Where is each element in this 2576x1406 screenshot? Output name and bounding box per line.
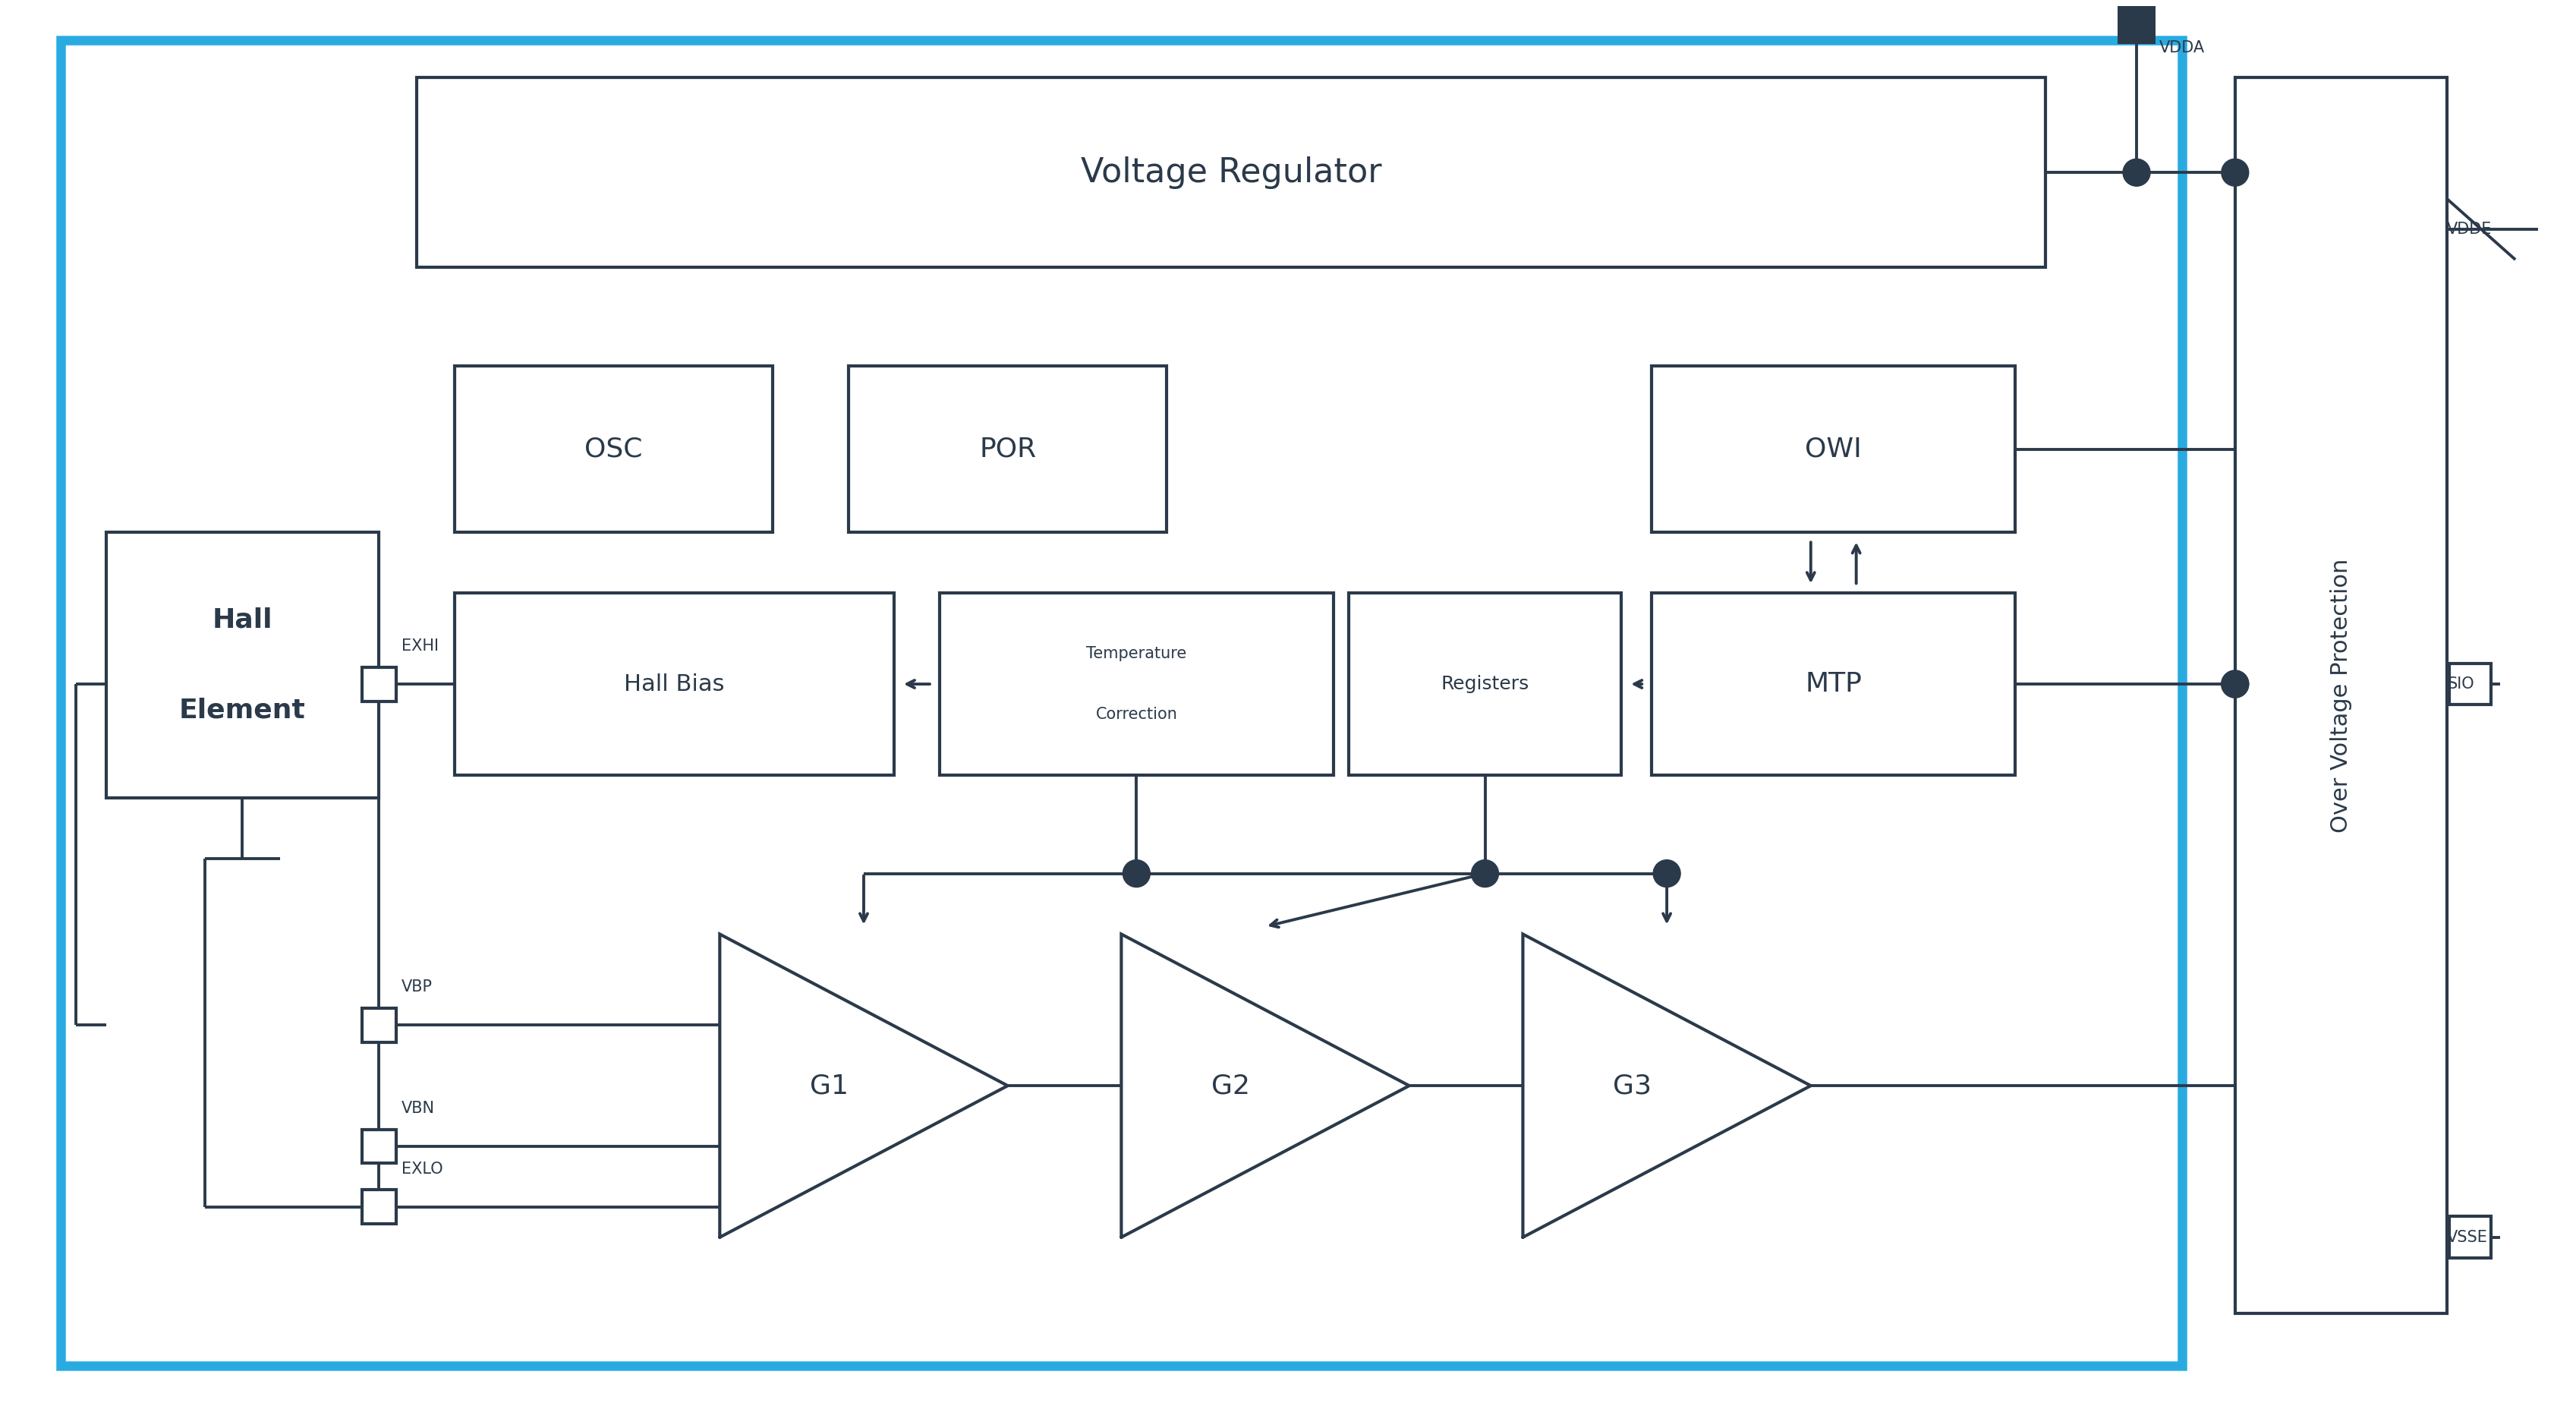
Bar [940,593,1334,775]
Text: SIO: SIO [2447,676,2473,692]
Polygon shape [719,934,1007,1237]
Bar [62,39,2182,1367]
Circle shape [2221,159,2249,186]
Circle shape [1471,860,1499,887]
Polygon shape [1522,934,1811,1237]
Bar [1350,593,1620,775]
Text: Over Voltage Protection: Over Voltage Protection [2331,558,2352,832]
Bar [453,366,773,533]
Text: EXHI: EXHI [402,638,438,654]
Text: Voltage Regulator: Voltage Regulator [1082,156,1381,188]
Bar [361,1189,397,1225]
Bar [2117,6,2156,44]
Text: G2: G2 [1211,1073,1249,1098]
Bar [2450,664,2491,704]
Bar [1651,593,2014,775]
Text: EXLO: EXLO [402,1161,443,1177]
Text: POR: POR [979,436,1036,463]
Bar [1651,366,2014,533]
Text: VBP: VBP [402,980,433,995]
Bar [106,533,379,797]
Circle shape [2221,671,2249,697]
Text: VDDE: VDDE [2447,222,2491,238]
Text: VSSE: VSSE [2447,1230,2488,1244]
Circle shape [2123,159,2151,186]
Text: Correction: Correction [1095,707,1177,721]
Bar [2450,1216,2491,1258]
Bar [361,1008,397,1042]
Text: OSC: OSC [585,436,644,463]
Text: MTP: MTP [1806,671,1862,697]
Bar [848,366,1167,533]
Text: G1: G1 [809,1073,848,1098]
Circle shape [2221,671,2249,697]
Bar [453,593,894,775]
Bar [361,1129,397,1163]
Text: Registers: Registers [1440,675,1530,693]
Bar [361,666,397,702]
Text: VDDA: VDDA [2159,39,2205,55]
Circle shape [1123,860,1149,887]
Polygon shape [1121,934,1409,1237]
Text: Element: Element [180,697,307,724]
Bar [2236,77,2447,1313]
Text: Hall: Hall [211,607,273,633]
Text: VBN: VBN [402,1101,435,1116]
Bar [417,77,2045,267]
Circle shape [1654,860,1680,887]
Text: G3: G3 [1613,1073,1651,1098]
Text: OWI: OWI [1806,436,1862,463]
Text: Hall Bias: Hall Bias [623,673,724,695]
Text: Temperature: Temperature [1087,647,1188,661]
